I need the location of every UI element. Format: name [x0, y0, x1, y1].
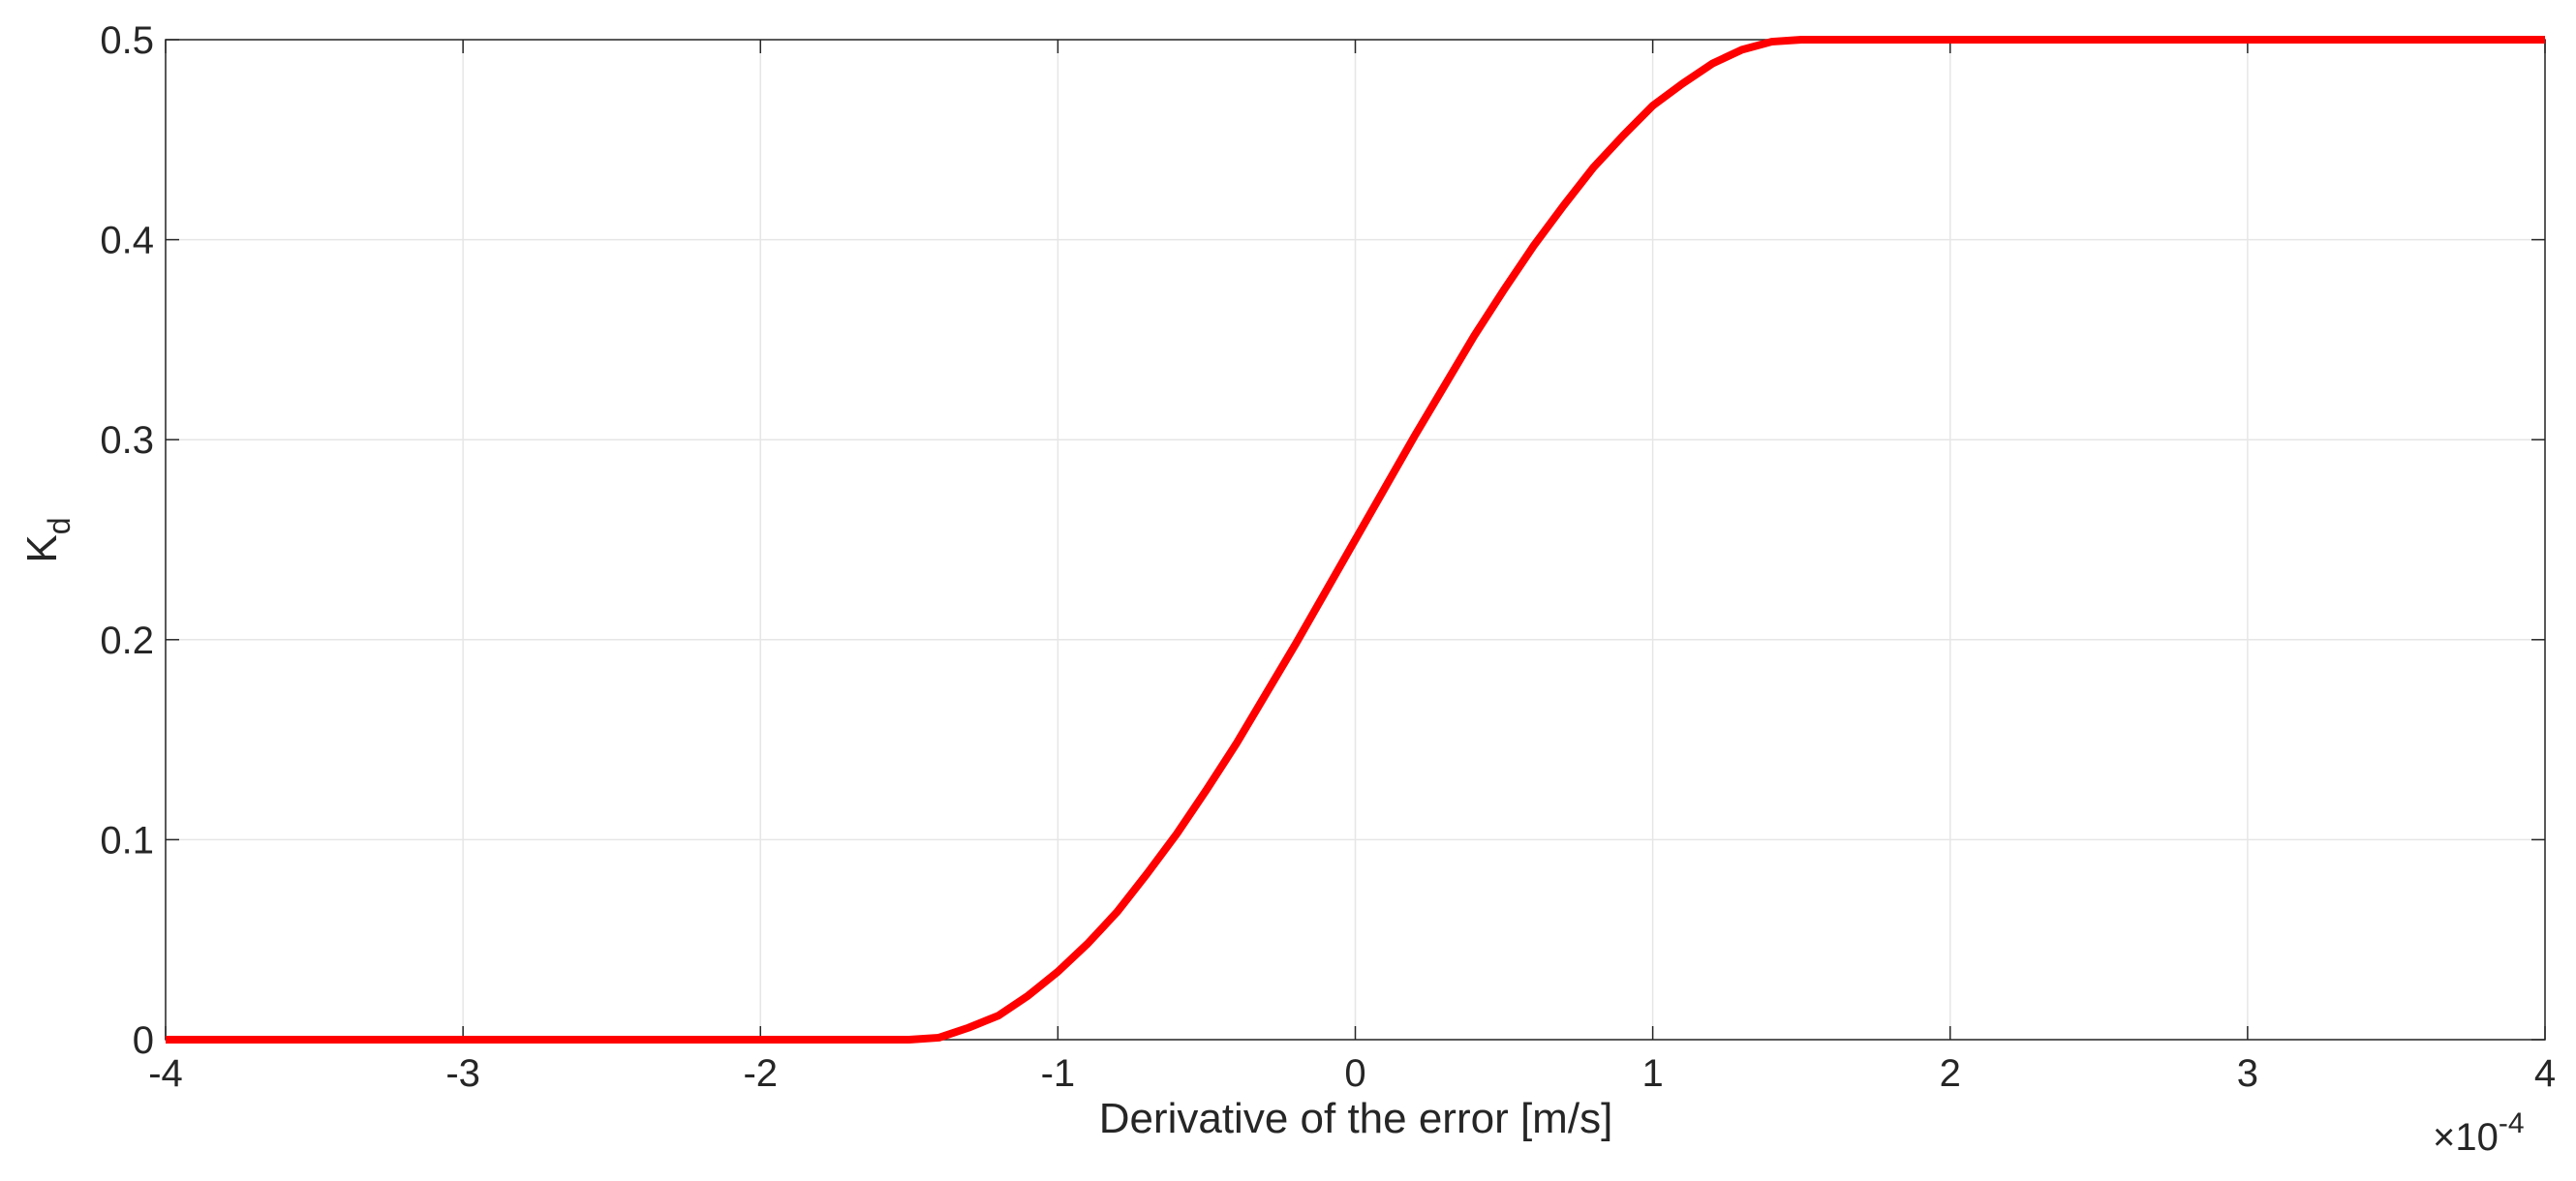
x-tick-label: -4 — [148, 1052, 183, 1095]
y-axis-label: Kd — [18, 517, 77, 562]
x-tick-label: 2 — [1940, 1052, 1961, 1095]
x-axis-label: Derivative of the error [m/s] — [1099, 1095, 1613, 1142]
data-line — [166, 36, 2545, 1044]
y-tick-label: 0.2 — [100, 620, 154, 662]
x-multiplier-base: ×10 — [2433, 1116, 2499, 1159]
y-label-main: K — [18, 534, 66, 562]
y-tick-label: 0 — [133, 1019, 154, 1062]
x-multiplier-exponent: -4 — [2499, 1107, 2525, 1139]
x-tick-label: -2 — [743, 1052, 778, 1095]
x-tick-label: 1 — [1642, 1052, 1664, 1095]
x-tick-label: 3 — [2237, 1052, 2258, 1095]
x-tick-label: 0 — [1344, 1052, 1365, 1095]
x-tick-label: 4 — [2534, 1052, 2556, 1095]
y-tick-label: 0.5 — [100, 19, 154, 62]
y-label-subscript: d — [42, 517, 77, 534]
y-tick-label: 0.4 — [100, 220, 154, 262]
y-tick-label: 0.3 — [100, 419, 154, 462]
x-multiplier: ×10-4 — [2433, 1107, 2525, 1159]
y-tick-label: 0.1 — [100, 819, 154, 862]
x-tick-label: -3 — [445, 1052, 480, 1095]
x-tick-label: -1 — [1041, 1052, 1076, 1095]
